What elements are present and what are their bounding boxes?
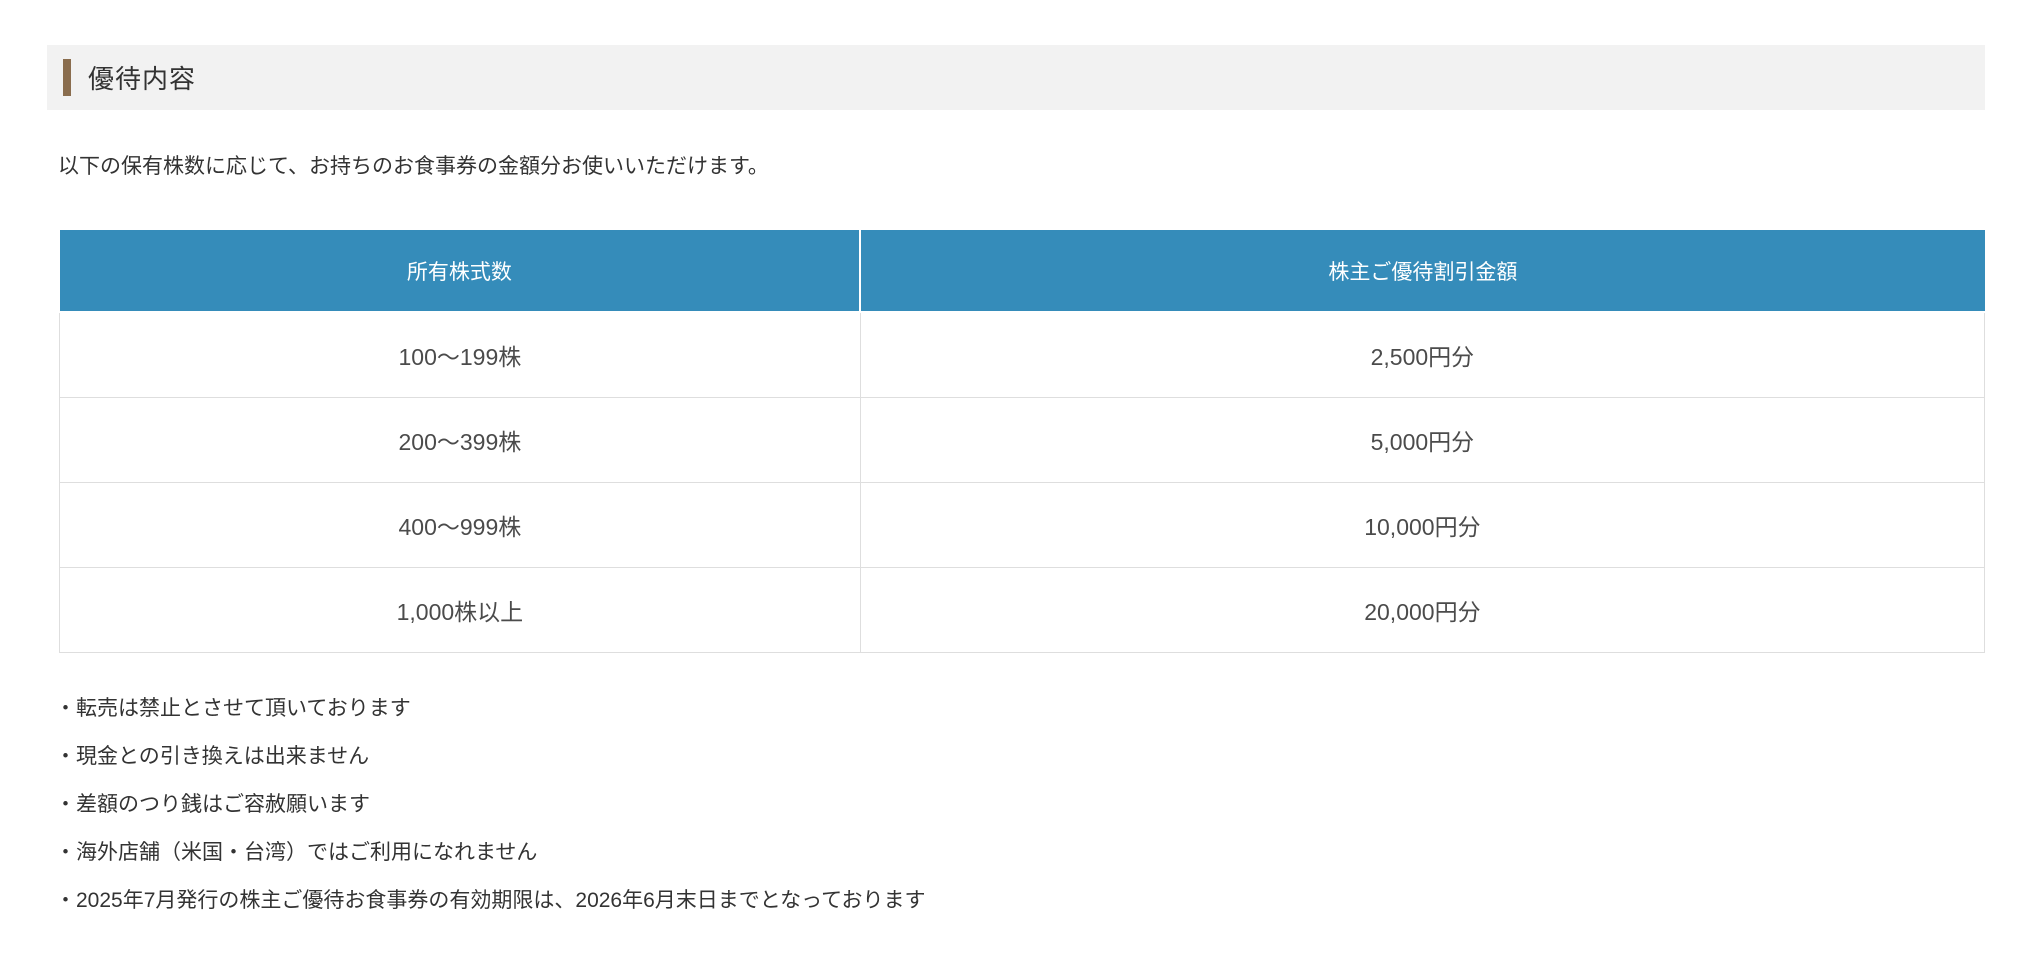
- page-title: 優待内容: [88, 65, 197, 94]
- cell-shares-range: 100〜199株: [59, 311, 861, 398]
- note-item: ・転売は禁止とさせて頂いております: [55, 696, 411, 720]
- cell-discount-amount: 5,000円分: [859, 396, 1986, 483]
- note-item: ・現金との引き換えは出来ません: [55, 744, 370, 768]
- cell-shares-range: 200〜399株: [59, 396, 861, 483]
- column-header-discount-amount: 株主ご優待割引金額: [859, 230, 1985, 313]
- benefit-table: 所有株式数 株主ご優待割引金額 100〜199株 2,500円分 200〜399…: [59, 230, 1986, 653]
- table-body: 100〜199株 2,500円分 200〜399株 5,000円分 400〜99…: [59, 311, 1986, 653]
- cell-discount-amount: 2,500円分: [859, 311, 1986, 398]
- table-header-row: 所有株式数 株主ご優待割引金額: [59, 230, 1985, 313]
- notes-list: ・転売は禁止とさせて頂いております ・現金との引き換えは出来ません ・差額のつり…: [55, 685, 1985, 925]
- table-row: 1,000株以上 20,000円分: [59, 566, 1986, 653]
- intro-text: 以下の保有株数に応じて、お持ちのお食事券の金額分お使いいただけます。: [58, 155, 769, 178]
- note-item: ・差額のつり銭はご容赦願います: [55, 792, 370, 816]
- table-row: 200〜399株 5,000円分: [59, 396, 1986, 483]
- cell-shares-range: 1,000株以上: [59, 566, 861, 653]
- note-item: ・海外店舗（米国・台湾）ではご利用になれません: [55, 840, 538, 864]
- cell-shares-range: 400〜999株: [59, 481, 861, 568]
- note-item: ・2025年7月発行の株主ご優待お食事券の有効期限は、2026年6月末日までとな…: [55, 888, 926, 912]
- accent-bar: [63, 59, 71, 96]
- table-row: 400〜999株 10,000円分: [59, 481, 1986, 568]
- section-header: 優待内容: [47, 45, 1985, 110]
- column-header-shares: 所有株式数: [59, 230, 861, 313]
- cell-discount-amount: 20,000円分: [859, 566, 1986, 653]
- table-row: 100〜199株 2,500円分: [59, 311, 1986, 398]
- cell-discount-amount: 10,000円分: [859, 481, 1986, 568]
